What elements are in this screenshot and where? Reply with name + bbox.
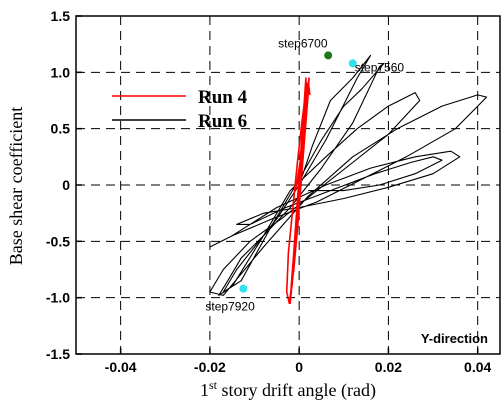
legend: Run 4 Run 6 bbox=[112, 87, 248, 132]
y-tick-label: 0 bbox=[62, 177, 70, 193]
y-tick-labels: -1.5 -1.0 -0.5 0 0.5 1.0 1.5 bbox=[46, 8, 70, 362]
y-tick-label: -1.0 bbox=[46, 290, 70, 306]
x-tick-label: 0.04 bbox=[464, 359, 491, 375]
x-tick-label: -0.04 bbox=[105, 359, 137, 375]
y-tick-label: 1.5 bbox=[51, 8, 71, 24]
x-axis-title: 1st story drift angle (rad) bbox=[200, 378, 376, 401]
x-tick-label: -0.02 bbox=[194, 359, 226, 375]
legend-label-run-6: Run 6 bbox=[198, 111, 247, 132]
legend-label-run-4: Run 4 bbox=[198, 87, 248, 108]
y-tick-label: 1.0 bbox=[51, 64, 71, 80]
y-tick-label: 0.5 bbox=[51, 121, 71, 137]
annotation-label-step7560: step7560 bbox=[355, 60, 405, 74]
x-tick-labels: -0.04 -0.02 0 0.02 0.04 bbox=[105, 359, 492, 375]
annotation-label-step6700: step6700 bbox=[278, 36, 328, 50]
y-tick-label: -0.5 bbox=[46, 233, 70, 249]
annotation-marker-step6700 bbox=[324, 51, 333, 60]
annotation-marker-step7920 bbox=[239, 284, 248, 293]
series-line-run-6 bbox=[209, 54, 488, 296]
x-tick-label: 0 bbox=[295, 359, 303, 375]
x-tick-label: 0.02 bbox=[375, 359, 402, 375]
annotations: step6700 step7560 step7920 bbox=[205, 36, 404, 313]
series-line-run-4 bbox=[285, 77, 311, 305]
annotation-marker-step7560 bbox=[348, 59, 357, 68]
y-tick-label: -1.5 bbox=[46, 346, 70, 362]
series-layer bbox=[209, 54, 488, 305]
grid-lines bbox=[76, 16, 500, 354]
tick-marks bbox=[76, 15, 479, 355]
annotation-label-step7920: step7920 bbox=[205, 300, 255, 314]
y-axis-title: Base shear coefficient bbox=[6, 107, 26, 266]
direction-label: Y-direction bbox=[421, 331, 488, 346]
